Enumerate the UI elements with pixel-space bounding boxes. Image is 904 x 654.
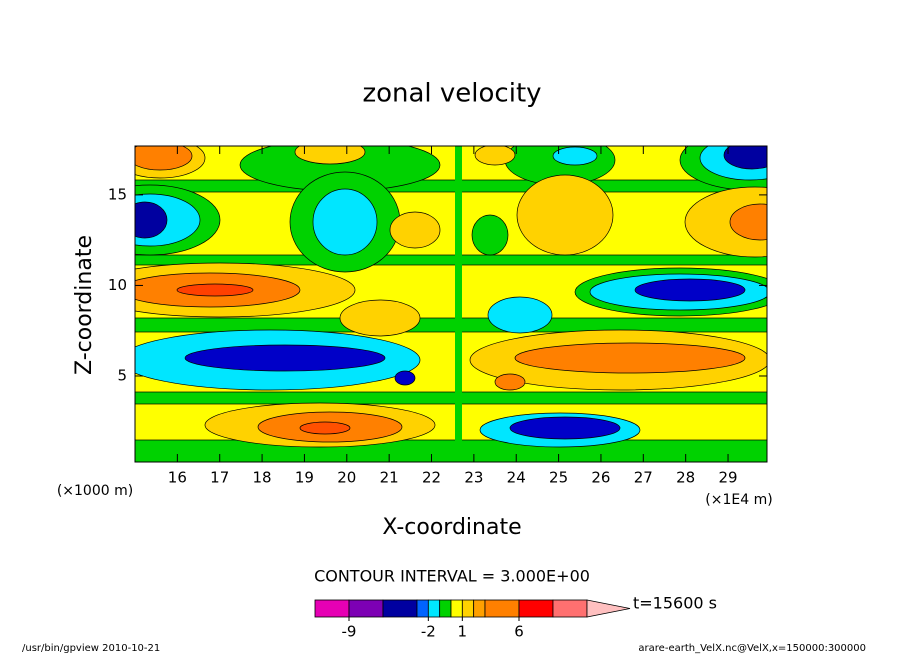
colorbar-segment [382, 599, 418, 618]
x-tick-label: 19 [295, 469, 314, 487]
contour-field [135, 146, 767, 462]
colorbar-tick-label: 6 [514, 623, 524, 641]
colorbar-segment [518, 599, 554, 618]
x-tick-label: 18 [253, 469, 272, 487]
x-tick-label: 23 [464, 469, 483, 487]
y-tick-label: 10 [108, 276, 127, 294]
colorbar-tick-label: -9 [342, 623, 357, 641]
footer-left: /usr/bin/gpview 2010-10-21 [22, 643, 160, 654]
y-tick-label: 5 [117, 366, 127, 384]
colorbar-segment [314, 599, 350, 618]
chart-title: zonal velocity [362, 79, 541, 109]
x-tick-label: 20 [337, 469, 356, 487]
x-tick-label: 27 [634, 469, 653, 487]
colorbar-segment [348, 599, 384, 618]
x-axis-label: X-coordinate [382, 515, 521, 540]
x-tick-label: 24 [507, 469, 526, 487]
x-tick-label: 28 [676, 469, 695, 487]
colorbar-segment [427, 599, 441, 618]
x-tick-label: 26 [591, 469, 610, 487]
x-tick-label: 29 [718, 469, 737, 487]
colorbar-segment [439, 599, 452, 618]
time-label: t=15600 s [633, 594, 717, 613]
plot-frame [134, 145, 768, 463]
colorbar-segment [450, 599, 463, 618]
y-unit: (×1000 m) [57, 483, 133, 499]
colorbar-segment [461, 599, 475, 618]
y-axis-label: Z-coordinate [72, 235, 97, 375]
x-tick-label: 16 [168, 469, 187, 487]
colorbar-segment [552, 599, 588, 618]
colorbar-segment [484, 599, 520, 618]
x-unit: (×1E4 m) [705, 492, 772, 508]
x-tick-label: 25 [549, 469, 568, 487]
colorbar-tick-label: 1 [458, 623, 468, 641]
x-tick-label: 21 [380, 469, 399, 487]
x-tick-label: 17 [210, 469, 229, 487]
colorbar-segment [473, 599, 486, 618]
colorbar-extend [586, 599, 631, 618]
x-tick-label: 22 [422, 469, 441, 487]
colorbar-tick-label: -2 [421, 623, 436, 641]
footer-right: arare-earth_VelX.nc@VelX,x=150000:300000 [638, 643, 866, 654]
colorbar-segment [416, 599, 429, 618]
contour-interval: CONTOUR INTERVAL = 3.000E+00 [314, 567, 590, 586]
y-tick-label: 15 [108, 185, 127, 203]
